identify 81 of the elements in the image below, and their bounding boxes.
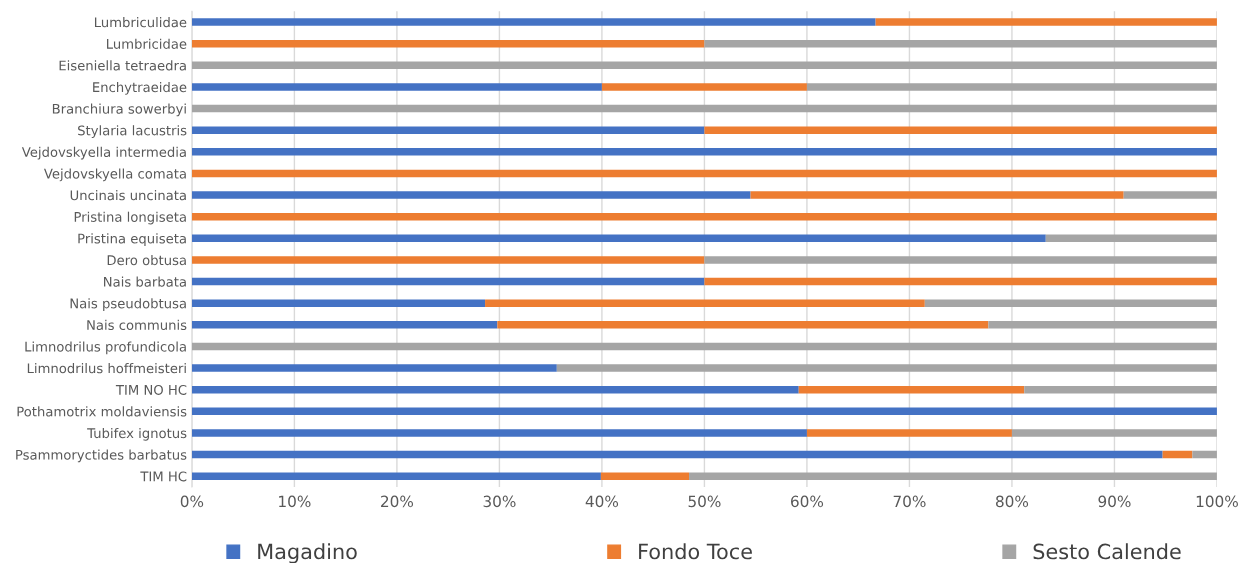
bar (689, 472, 1217, 480)
bar (806, 429, 1012, 437)
y-tick-label: Limnodrilus hoffmeisteri (27, 363, 186, 374)
y-tick-label: Uncinais uncinata (70, 190, 186, 201)
bar (1192, 450, 1217, 459)
y-tick-label: Pothamotrix moldaviensis (17, 406, 187, 417)
x-tick-label: 100% (1196, 495, 1238, 508)
bar (1024, 385, 1217, 394)
y-tick-label: Limnodrilus profundicola (25, 341, 186, 355)
x-tick-label: 50% (688, 495, 721, 508)
bar (988, 321, 1217, 329)
bar (600, 472, 690, 480)
x-tick-label: 60% (791, 495, 824, 508)
bar (191, 18, 876, 26)
y-tick-label: Vejdovskyella intermedia (21, 146, 186, 160)
y-tick-label: TIM HC (140, 471, 187, 482)
bar (191, 212, 1217, 221)
y-tick-label: Pristina equiseta (78, 233, 186, 247)
legend-label: Magadino (258, 543, 357, 563)
bar (704, 277, 1217, 286)
bar (1045, 234, 1217, 243)
bar (875, 18, 1217, 26)
x-tick-label: 70% (893, 495, 926, 508)
bar (191, 385, 799, 394)
bar (191, 342, 1217, 351)
x-tick-label: 20% (381, 495, 414, 508)
y-tick-label: Enchytraeidae (93, 81, 187, 95)
legend-label: Sesto Calende (1033, 543, 1181, 560)
bar (191, 256, 705, 264)
bar (750, 191, 1124, 199)
y-tick-label: TIM NO HC (115, 384, 187, 395)
bar (191, 321, 498, 329)
x-tick-label: 90% (1098, 495, 1131, 508)
bar (497, 321, 989, 329)
y-tick-label: Psammoryctides barbatus (16, 449, 187, 463)
bar (556, 364, 1217, 372)
bar (191, 169, 1217, 178)
bar (191, 234, 1046, 243)
y-tick-label: Lumbricidae (107, 38, 187, 49)
y-tick-label: Pristina longiseta (74, 211, 186, 225)
x-tick-label: 10% (279, 495, 311, 508)
bar (191, 450, 1163, 459)
bar (924, 299, 1217, 307)
bar (191, 104, 1217, 113)
x-tick-label: 0% (180, 495, 204, 508)
bar (191, 191, 751, 199)
bar (485, 299, 925, 307)
y-tick-label: Nais pseudobtusa (70, 298, 186, 311)
bar (191, 126, 705, 134)
bar (191, 148, 1217, 156)
bar (1011, 429, 1217, 437)
bar (704, 126, 1217, 134)
bar (191, 39, 705, 48)
bar (191, 61, 1217, 70)
bar (191, 472, 601, 480)
bar (704, 256, 1217, 264)
y-tick-label: Nais barbata (104, 276, 186, 287)
y-tick-label: Tubifex ignotus (87, 427, 187, 441)
y-tick-label: Eiseniella tetraedra (59, 60, 186, 71)
bar (191, 364, 557, 372)
bar (798, 385, 1025, 394)
legend-label: Fondo Toce (639, 543, 752, 560)
x-tick-label: 80% (996, 495, 1029, 508)
bar (601, 83, 807, 91)
bar (1123, 191, 1217, 199)
y-tick-label: Branchiura sowerbyi (52, 103, 186, 117)
x-tick-label: 30% (483, 495, 516, 508)
x-tick-label: 40% (585, 495, 619, 508)
y-tick-label: Nais communis (87, 319, 187, 331)
bar (1162, 450, 1193, 459)
bar (191, 299, 486, 307)
bar (191, 277, 705, 286)
bar (704, 39, 1217, 48)
y-tick-label: Stylaria lacustris (78, 125, 187, 138)
bar (191, 429, 807, 437)
y-tick-label: Vejdovskyella comata (43, 168, 186, 182)
y-tick-label: Dero obtusa (107, 254, 186, 266)
y-tick-label: Lumbriculidae (94, 17, 187, 28)
bar (806, 83, 1217, 91)
bar (191, 407, 1217, 416)
bar (191, 83, 602, 91)
